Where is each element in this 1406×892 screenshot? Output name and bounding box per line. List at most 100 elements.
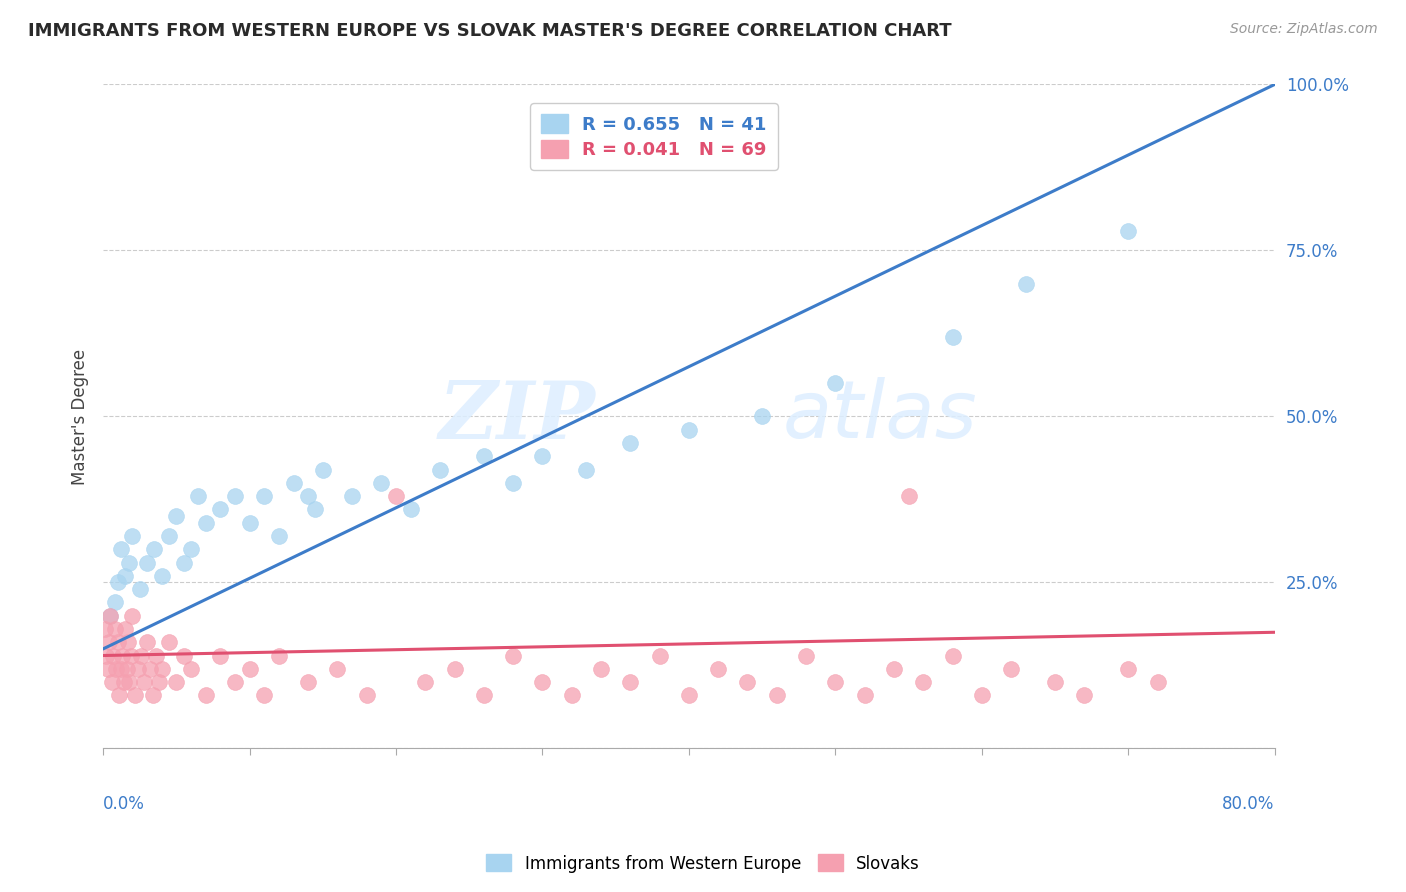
Point bbox=[173, 556, 195, 570]
Point bbox=[619, 675, 641, 690]
Point bbox=[283, 475, 305, 490]
Point bbox=[1043, 675, 1066, 690]
Point bbox=[1073, 689, 1095, 703]
Text: atlas: atlas bbox=[783, 377, 977, 456]
Point bbox=[134, 675, 156, 690]
Point bbox=[356, 689, 378, 703]
Point bbox=[209, 648, 232, 663]
Point bbox=[111, 648, 134, 663]
Point bbox=[1000, 662, 1022, 676]
Text: IMMIGRANTS FROM WESTERN EUROPE VS SLOVAK MASTER'S DEGREE CORRELATION CHART: IMMIGRANTS FROM WESTERN EUROPE VS SLOVAK… bbox=[28, 22, 952, 40]
Point bbox=[883, 662, 905, 676]
Point bbox=[100, 608, 122, 623]
Point bbox=[105, 662, 128, 676]
Point bbox=[104, 622, 127, 636]
Point bbox=[143, 542, 166, 557]
Point bbox=[531, 675, 554, 690]
Point bbox=[112, 675, 135, 690]
Point bbox=[794, 648, 817, 663]
Point bbox=[912, 675, 935, 690]
Point bbox=[589, 662, 612, 676]
Point bbox=[148, 675, 170, 690]
Point bbox=[678, 689, 700, 703]
Point bbox=[531, 450, 554, 464]
Point bbox=[107, 575, 129, 590]
Point bbox=[129, 648, 152, 663]
Point bbox=[267, 529, 290, 543]
Point bbox=[101, 675, 124, 690]
Point bbox=[1116, 662, 1139, 676]
Point bbox=[443, 662, 465, 676]
Point bbox=[765, 689, 787, 703]
Point bbox=[100, 608, 122, 623]
Point bbox=[103, 648, 125, 663]
Point bbox=[1146, 675, 1168, 690]
Point bbox=[853, 689, 876, 703]
Point bbox=[472, 689, 495, 703]
Point bbox=[128, 582, 150, 596]
Point bbox=[941, 648, 963, 663]
Point bbox=[239, 516, 262, 530]
Text: 80.0%: 80.0% bbox=[1222, 795, 1275, 813]
Point bbox=[187, 489, 209, 503]
Point bbox=[110, 662, 132, 676]
Point bbox=[737, 675, 759, 690]
Point bbox=[224, 675, 246, 690]
Point bbox=[107, 635, 129, 649]
Point bbox=[194, 516, 217, 530]
Point bbox=[941, 330, 963, 344]
Point bbox=[224, 489, 246, 503]
Point bbox=[304, 502, 326, 516]
Point bbox=[139, 662, 162, 676]
Point bbox=[115, 662, 138, 676]
Point bbox=[239, 662, 262, 676]
Point bbox=[114, 569, 136, 583]
Point bbox=[751, 409, 773, 424]
Point bbox=[117, 635, 139, 649]
Point bbox=[136, 556, 159, 570]
Text: 0.0%: 0.0% bbox=[103, 795, 145, 813]
Point bbox=[1015, 277, 1038, 291]
Point bbox=[136, 635, 159, 649]
Point bbox=[385, 489, 408, 503]
Point bbox=[970, 689, 993, 703]
Point bbox=[165, 675, 187, 690]
Point bbox=[575, 462, 598, 476]
Point bbox=[121, 608, 143, 623]
Point bbox=[145, 648, 167, 663]
Point bbox=[124, 689, 146, 703]
Point bbox=[209, 502, 232, 516]
Point bbox=[502, 475, 524, 490]
Point bbox=[142, 689, 165, 703]
Text: Source: ZipAtlas.com: Source: ZipAtlas.com bbox=[1230, 22, 1378, 37]
Point bbox=[399, 502, 422, 516]
Point bbox=[413, 675, 436, 690]
Point bbox=[98, 635, 121, 649]
Point bbox=[120, 648, 142, 663]
Point bbox=[502, 648, 524, 663]
Point bbox=[180, 542, 202, 557]
Point bbox=[121, 529, 143, 543]
Point bbox=[104, 595, 127, 609]
Point bbox=[157, 529, 180, 543]
Point bbox=[897, 489, 920, 503]
Point bbox=[472, 450, 495, 464]
Point bbox=[678, 423, 700, 437]
Point bbox=[110, 542, 132, 557]
Point bbox=[114, 622, 136, 636]
Point bbox=[118, 675, 141, 690]
Point bbox=[619, 436, 641, 450]
Point bbox=[326, 662, 349, 676]
Point bbox=[150, 569, 173, 583]
Point bbox=[94, 648, 117, 663]
Point bbox=[253, 489, 276, 503]
Point bbox=[96, 662, 118, 676]
Legend: Immigrants from Western Europe, Slovaks: Immigrants from Western Europe, Slovaks bbox=[479, 847, 927, 880]
Point bbox=[118, 556, 141, 570]
Point bbox=[824, 376, 846, 391]
Text: ZIP: ZIP bbox=[439, 377, 595, 455]
Point bbox=[1116, 223, 1139, 237]
Point bbox=[194, 689, 217, 703]
Point bbox=[150, 662, 173, 676]
Point bbox=[429, 462, 451, 476]
